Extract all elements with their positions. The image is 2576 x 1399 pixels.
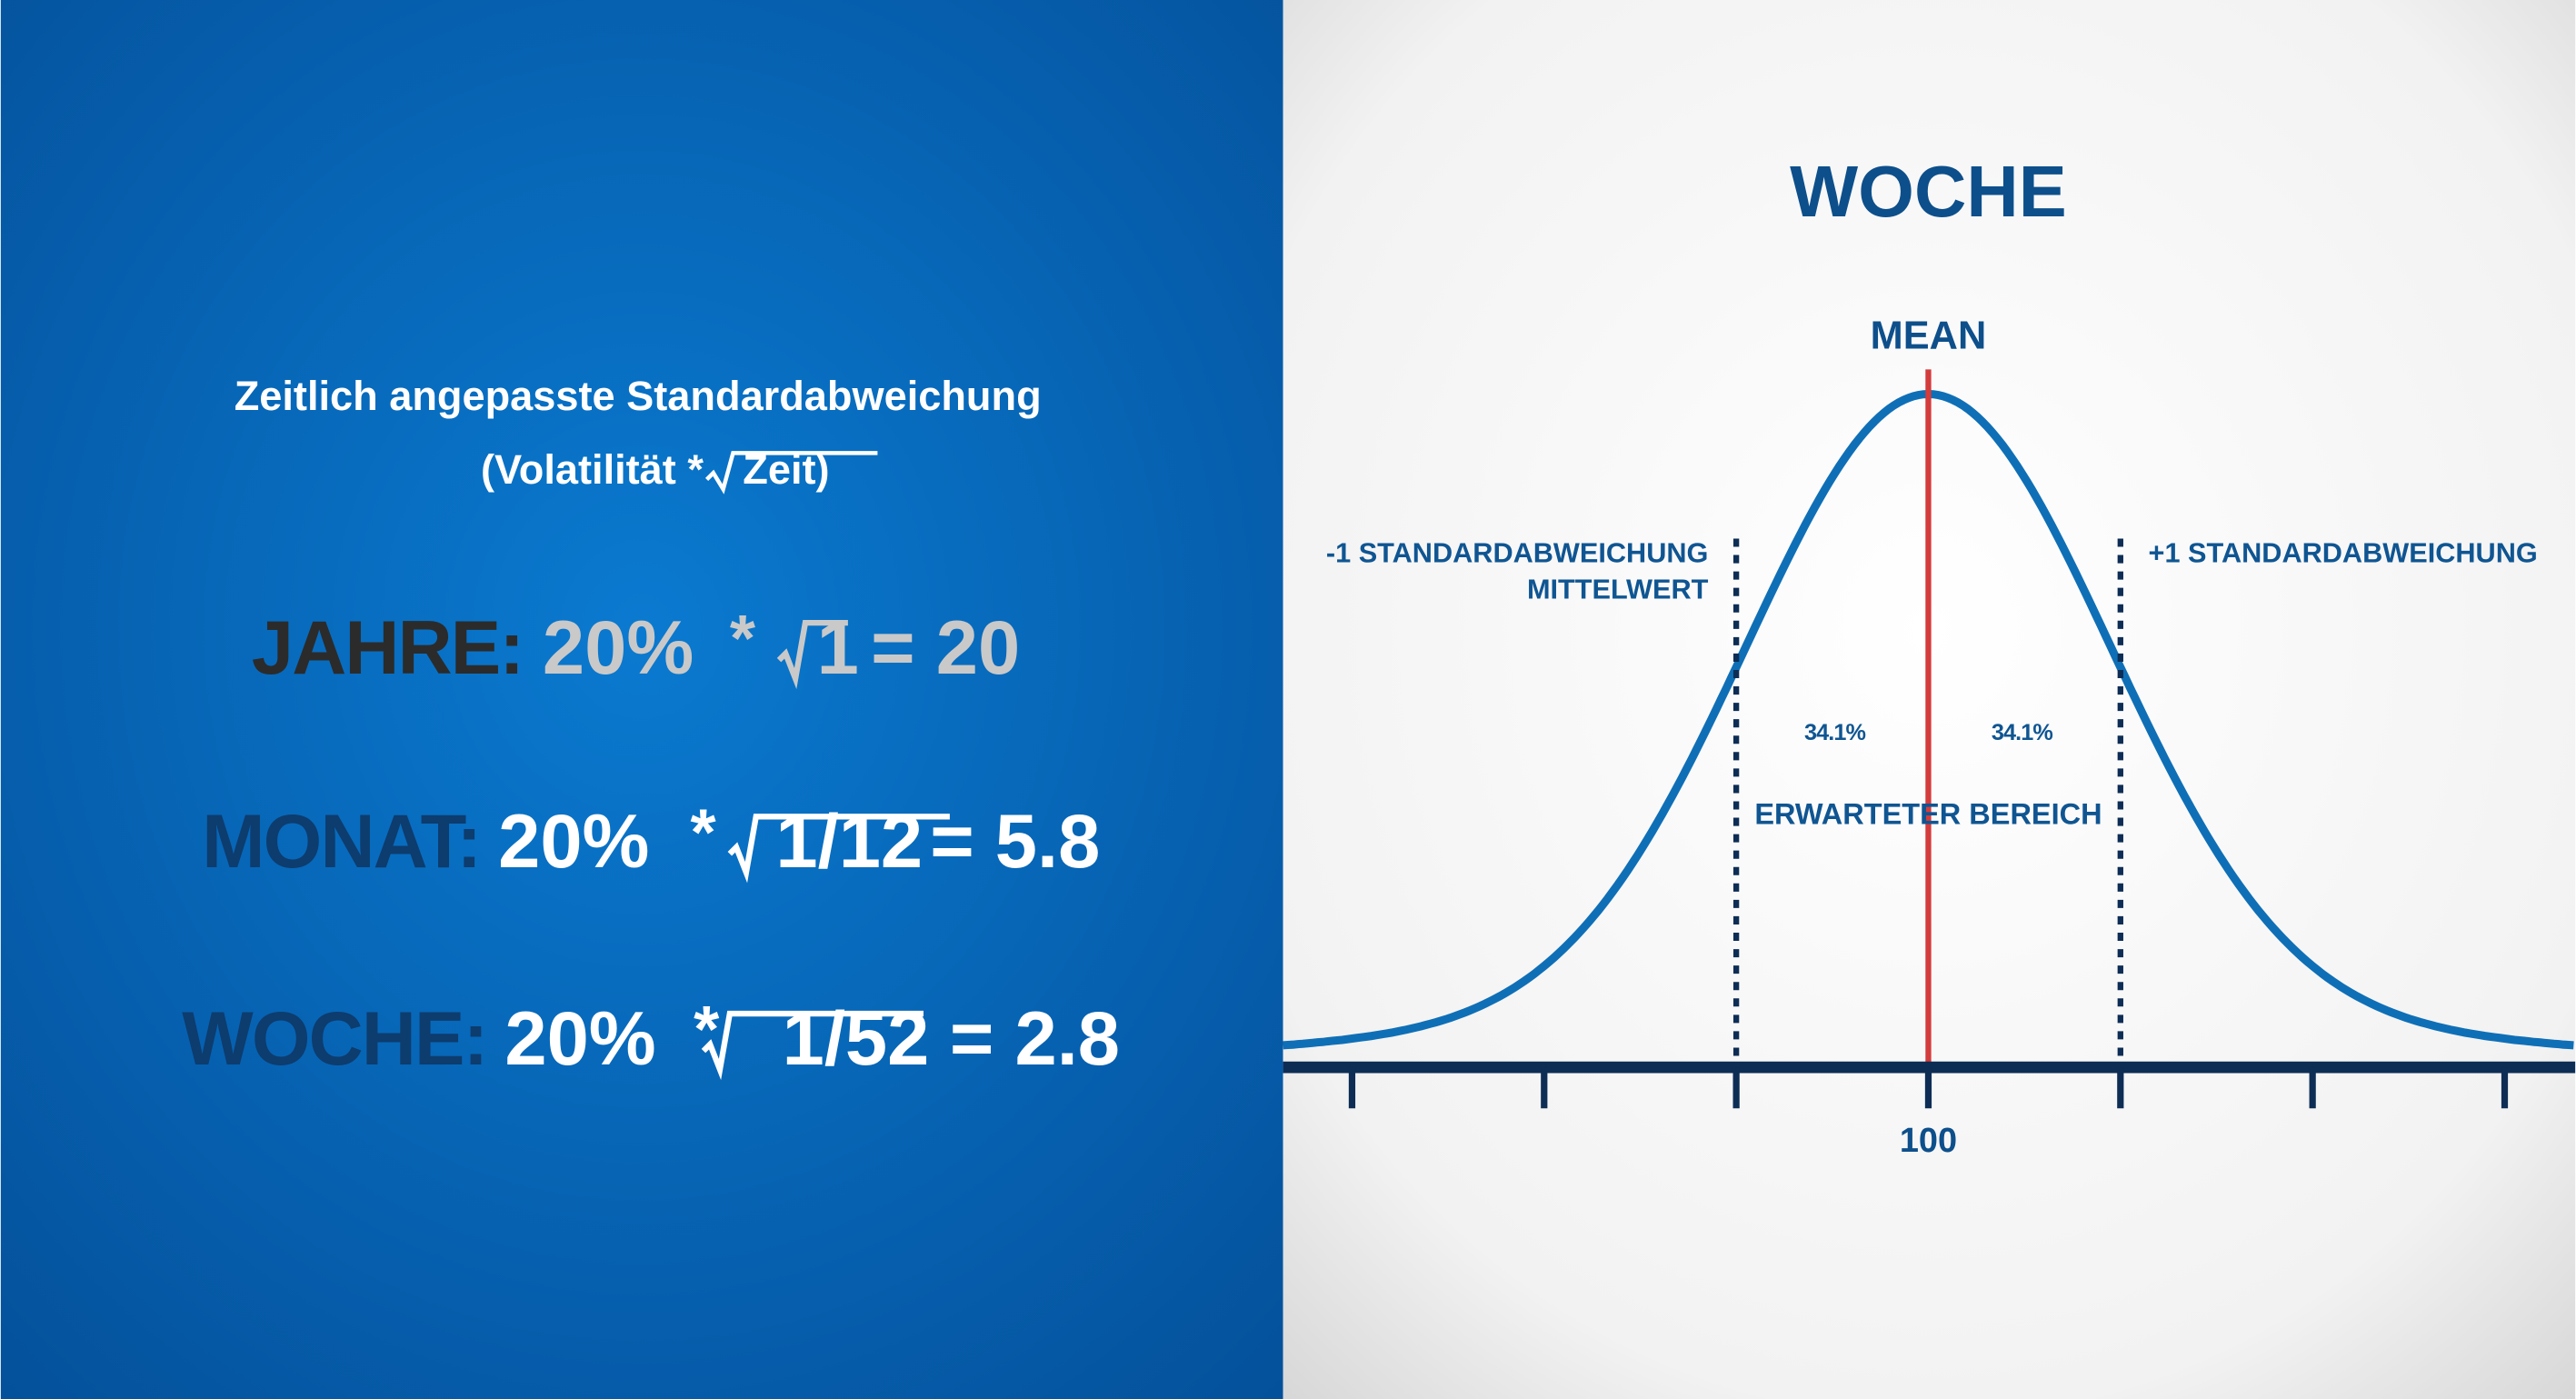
row-label: JAHRE: bbox=[252, 605, 523, 690]
result: = 5.8 bbox=[930, 799, 1100, 884]
axis-label: 100 bbox=[1900, 1122, 1957, 1160]
heading: Zeitlich angepasste Standardabweichung bbox=[235, 373, 1042, 419]
range-label: ERWARTETER BEREICH bbox=[1754, 797, 2102, 830]
root-sign bbox=[704, 451, 878, 495]
title: WOCHE bbox=[1790, 151, 2067, 232]
root-sign bbox=[776, 619, 848, 690]
result: = 2.8 bbox=[950, 996, 1120, 1081]
rate: 20% bbox=[504, 996, 655, 1081]
root-sign bbox=[727, 814, 950, 884]
rate: 20% bbox=[543, 605, 694, 690]
operator: * bbox=[730, 603, 756, 675]
root-sign bbox=[701, 1010, 924, 1081]
row-label: MONAT: bbox=[202, 799, 480, 884]
result: = 20 bbox=[871, 605, 1020, 690]
radicand: 1/12 bbox=[775, 799, 923, 884]
row-label: WOCHE: bbox=[182, 996, 486, 1081]
minus-label: MITTELWERT bbox=[1527, 573, 1709, 605]
content: Zeitlich angepasste Standardabweichung (V… bbox=[182, 151, 2576, 1160]
share: 34.1% bbox=[1804, 720, 1866, 745]
heading: Zeit) bbox=[743, 446, 829, 493]
minus-label: -1 STANDARDABWEICHUNG bbox=[1326, 537, 1709, 569]
operator: * bbox=[690, 796, 716, 869]
share: 34.1% bbox=[1992, 720, 2053, 745]
heading: (Volatilität * bbox=[481, 446, 704, 493]
plus-label: +1 STANDARDABWEICHUNG bbox=[2149, 537, 2538, 569]
radicand: 1/52 bbox=[783, 996, 930, 1081]
left-panel bbox=[0, 0, 1283, 1399]
radicand: 1 bbox=[817, 605, 859, 690]
mean-label: MEAN bbox=[1871, 315, 1987, 358]
rate: 20% bbox=[498, 799, 649, 884]
